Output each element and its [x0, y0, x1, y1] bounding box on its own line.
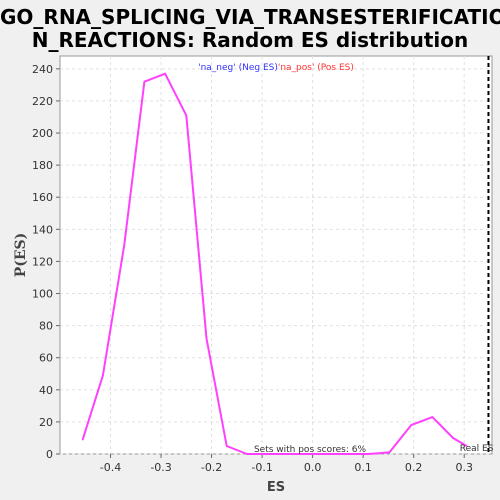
data-point	[388, 451, 391, 454]
pos-scores-annotation: Sets with pos scores: 6%	[254, 445, 367, 455]
y-tick-label: 160	[32, 191, 53, 204]
x-tick-label: 0.3	[455, 461, 473, 474]
y-tick-label: 200	[32, 127, 53, 140]
es-distribution-line	[81, 72, 468, 455]
y-tick-label: 240	[32, 63, 53, 76]
chart-extras: ES P(ES) Real ES Sets with pos scores: 6% 'n…	[13, 56, 494, 495]
data-point	[465, 445, 468, 447]
data-point	[143, 80, 146, 83]
data-point	[81, 438, 84, 441]
data-point	[431, 416, 434, 418]
plot-area	[59, 55, 493, 455]
data-point	[123, 244, 125, 247]
y-tick-label: 180	[32, 159, 53, 172]
y-tick-label: 40	[39, 384, 53, 397]
x-tick-label: -0.1	[251, 461, 272, 474]
chart-title-line-1: GO_RNA_SPLICING_VIA_TRANSESTERIFICATIO	[0, 5, 500, 29]
legend: 'na_neg' (Neg ES)'na_pos' (Pos ES)	[198, 63, 354, 73]
y-tick-label: 80	[39, 320, 53, 333]
grid-lines	[60, 56, 492, 455]
y-tick-label: 100	[32, 288, 53, 301]
x-tick-label: -0.3	[150, 461, 171, 474]
x-tick-label: -0.2	[201, 461, 222, 474]
data-point	[185, 114, 188, 117]
y-axis-label: P(ES)	[13, 233, 29, 278]
data-point	[306, 453, 309, 455]
data-point	[205, 337, 208, 340]
data-point	[347, 453, 349, 455]
series-group	[81, 72, 468, 455]
x-axis-label: ES	[267, 480, 285, 495]
data-point	[410, 424, 413, 426]
data-point	[327, 453, 329, 455]
x-tick-label: 0.1	[354, 461, 372, 474]
legend-pos: 'na_pos' (Pos ES)	[278, 63, 354, 73]
chart-title-line-2: N_REACTIONS: Random ES distribution	[31, 28, 469, 52]
data-point	[452, 437, 454, 439]
y-tick-label: 120	[32, 255, 53, 268]
data-point	[266, 453, 269, 455]
data-point	[102, 374, 104, 377]
legend-neg: 'na_neg' (Neg ES)	[198, 63, 278, 73]
data-point	[164, 72, 166, 75]
x-tick-label: 0.2	[405, 461, 423, 474]
x-tick-label: -0.4	[100, 461, 121, 474]
data-point	[367, 453, 370, 455]
real-es-label: Real ES	[460, 444, 494, 454]
x-tick-label: 0.0	[304, 461, 322, 474]
y-tick-label: 20	[39, 416, 53, 429]
data-point	[246, 453, 248, 455]
data-point	[286, 453, 289, 455]
y-tick-label: 140	[32, 223, 53, 236]
y-tick-label: 60	[39, 352, 53, 365]
y-tick-label: 0	[46, 448, 53, 461]
y-tick-label: 220	[32, 95, 53, 108]
data-point	[225, 445, 228, 447]
axis-ticks: 0 20 40 60 80 100 120 140 160 180 200 220 240 -0.4 -0.…	[32, 63, 473, 474]
